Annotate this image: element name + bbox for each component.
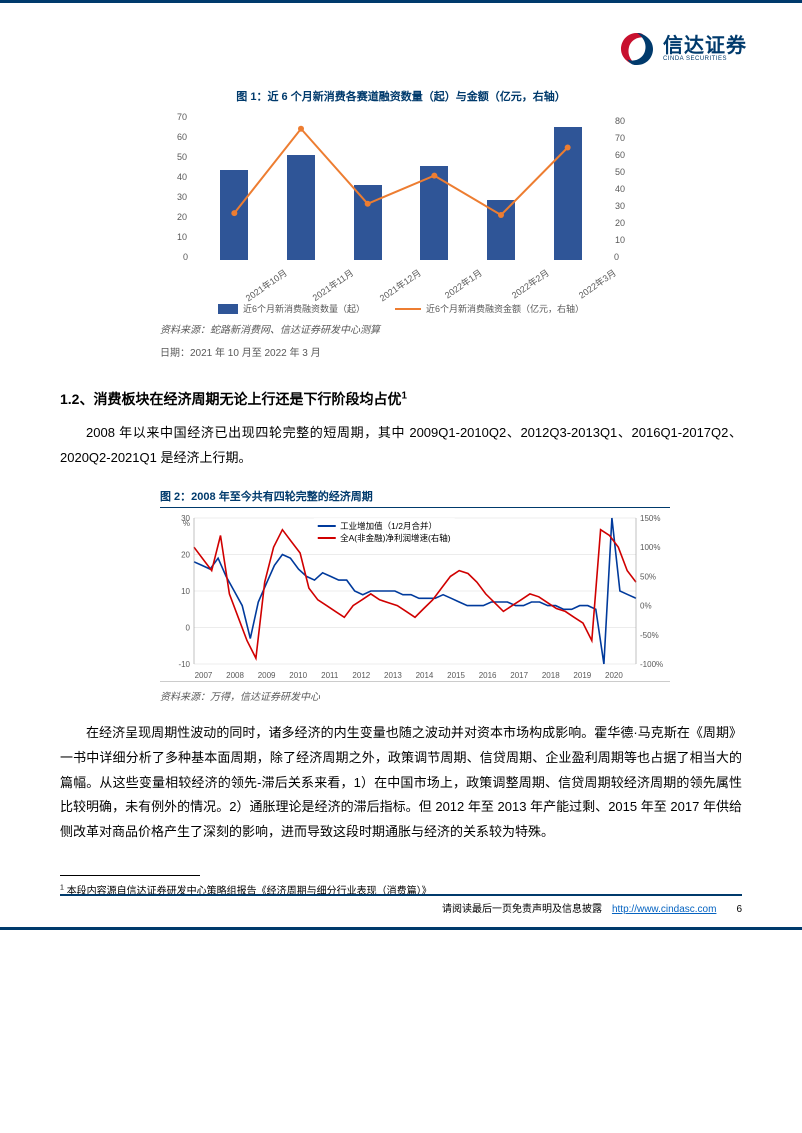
line-swatch-icon [395, 308, 421, 310]
fig1-legend: 近6个月新消费融资数量（起） 近6个月新消费融资金额（亿元，右轴） [161, 302, 641, 315]
fig2-legend-blue: 工业增加值（1/2月合并） [340, 520, 437, 532]
fig1-title: 图 1：近 6 个月新消费各赛道融资数量（起）与金额（亿元，右轴） [60, 88, 742, 104]
logo-en: CINDA SECURITIES [663, 56, 747, 62]
fig2-legend: 工业增加值（1/2月合并） 全A(非金融)净利润增速(右轴) [314, 518, 455, 546]
blue-line-swatch-icon [318, 525, 336, 527]
footnote-rule [60, 875, 200, 876]
legend-bar-label: 近6个月新消费融资数量（起） [243, 302, 365, 315]
svg-text:2015: 2015 [447, 671, 465, 680]
svg-text:2012: 2012 [352, 671, 370, 680]
chart1-xlabel: 2022年3月 [575, 266, 618, 301]
svg-text:2019: 2019 [573, 671, 591, 680]
svg-text:0: 0 [186, 624, 191, 633]
chart1-xlabel: 2021年12月 [376, 266, 423, 304]
svg-text:50%: 50% [640, 573, 656, 582]
footnote-num: 1 [60, 884, 64, 891]
footer-disclaim: 请阅读最后一页免责声明及信息披露 [442, 900, 602, 915]
svg-text:0%: 0% [640, 602, 652, 611]
footer-link[interactable]: http://www.cindasc.com [612, 904, 716, 915]
chart1-bar [554, 127, 582, 260]
svg-text:10: 10 [181, 587, 190, 596]
fig2-legend-red: 全A(非金融)净利润增速(右轴) [340, 532, 451, 544]
page-number: 6 [736, 904, 742, 915]
chart1-xlabel: 2021年10月 [243, 266, 290, 304]
svg-text:2014: 2014 [416, 671, 434, 680]
svg-text:150%: 150% [640, 514, 660, 523]
fig2-chart: 工业增加值（1/2月合并） 全A(非金融)净利润增速(右轴) -10010203… [160, 512, 670, 682]
svg-text:2020: 2020 [605, 671, 623, 680]
svg-text:2010: 2010 [289, 671, 307, 680]
svg-text:%: % [183, 519, 190, 528]
bar-swatch-icon [218, 304, 238, 314]
fig2-title: 图 2：2008 年至今共有四轮完整的经济周期 [160, 488, 670, 508]
red-line-swatch-icon [318, 537, 336, 539]
svg-text:2013: 2013 [384, 671, 402, 680]
logo-swirl-icon [617, 29, 657, 69]
svg-text:-50%: -50% [640, 631, 659, 640]
section-para1: 2008 年以来中国经济已出现四轮完整的短周期，其中 2009Q1-2010Q2… [60, 421, 742, 470]
section-heading-sup: 1 [401, 390, 406, 401]
chart1-xlabel: 2022年2月 [509, 266, 552, 301]
logo-cn: 信达证券 [663, 36, 747, 56]
chart1-bar [354, 185, 382, 260]
page: 信达证券 CINDA SECURITIES 图 1：近 6 个月新消费各赛道融资… [0, 0, 802, 930]
chart1-bar [487, 200, 515, 260]
para2: 在经济呈现周期性波动的同时，诸多经济的内生变量也随之波动并对资本市场构成影响。霍… [60, 721, 742, 844]
chart1-bar [220, 170, 248, 260]
legend-line-label: 近6个月新消费融资金额（亿元，右轴） [426, 302, 584, 315]
chart1-bar [420, 166, 448, 260]
section-heading: 1.2、消费板块在经济周期无论上行还是下行阶段均占优1 [60, 389, 742, 409]
fig2-source: 资料来源：万得，信达证券研发中心 [160, 688, 742, 703]
svg-text:-10: -10 [178, 660, 190, 669]
section-heading-text: 1.2、消费板块在经济周期无论上行还是下行阶段均占优 [60, 391, 401, 407]
svg-text:2007: 2007 [195, 671, 213, 680]
svg-text:2009: 2009 [258, 671, 276, 680]
svg-text:2017: 2017 [510, 671, 528, 680]
fig1-chart: 0 10 20 30 40 50 60 70 0 10 20 30 40 50 … [161, 110, 641, 315]
chart1-xlabel: 2022年1月 [442, 266, 485, 301]
svg-text:-100%: -100% [640, 660, 663, 669]
svg-text:2016: 2016 [479, 671, 497, 680]
chart1-bar [287, 155, 315, 260]
fig1-source: 资料来源：蛇路新消费网、信达证券研发中心测算 [160, 321, 742, 336]
svg-text:2011: 2011 [321, 671, 339, 680]
chart1-xlabel: 2021年11月 [310, 266, 356, 304]
svg-text:2008: 2008 [226, 671, 244, 680]
svg-text:2018: 2018 [542, 671, 560, 680]
svg-text:100%: 100% [640, 544, 660, 553]
svg-text:20: 20 [181, 551, 190, 560]
brand-logo: 信达证券 CINDA SECURITIES [617, 29, 747, 69]
page-footer: 请阅读最后一页免责声明及信息披露 http://www.cindasc.com … [60, 894, 742, 915]
logo-text: 信达证券 CINDA SECURITIES [663, 36, 747, 62]
fig1-date: 日期：2021 年 10 月至 2022 年 3 月 [160, 344, 742, 359]
